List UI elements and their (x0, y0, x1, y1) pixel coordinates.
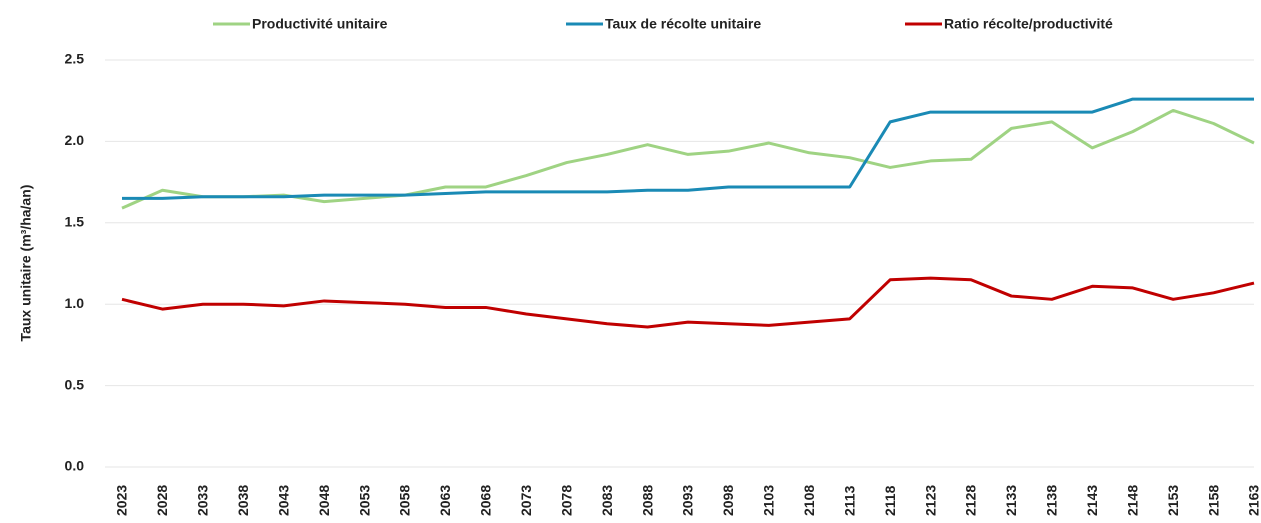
x-tick-label: 2118 (882, 485, 898, 516)
x-tick-label: 2038 (235, 485, 251, 516)
x-tick-label: 2083 (599, 485, 615, 516)
series-line (122, 97, 1254, 200)
series-line (121, 108, 1255, 210)
y-tick-label: 1.0 (65, 295, 85, 311)
x-tick-label: 2148 (1124, 485, 1140, 516)
x-tick-label: 2103 (761, 485, 777, 516)
x-tick-label: 2153 (1165, 485, 1181, 516)
x-tick-label: 2138 (1044, 485, 1060, 516)
y-tick-label: 0.5 (65, 376, 85, 392)
x-tick-label: 2053 (356, 485, 372, 516)
x-tick-label: 2108 (801, 485, 817, 516)
x-tick-label: 2143 (1084, 485, 1100, 516)
legend-label: Taux de récolte unitaire (605, 16, 761, 32)
x-tick-label: 2033 (195, 485, 211, 516)
x-tick-label: 2113 (841, 485, 857, 516)
x-tick-label: 2078 (558, 485, 574, 516)
series-line (121, 276, 1255, 329)
x-tick-label: 2098 (720, 485, 736, 516)
x-tick-label: 2063 (437, 485, 453, 516)
x-tick-label: 2068 (478, 485, 494, 516)
x-tick-label: 2028 (154, 485, 170, 516)
x-tick-label: 2088 (639, 485, 655, 516)
x-tick-label: 2048 (316, 485, 332, 516)
legend-label: Productivité unitaire (252, 16, 388, 32)
y-axis-label: Taux unitaire (m³/ha/an) (18, 185, 34, 342)
x-tick-label: 2128 (963, 485, 979, 516)
x-tick-label: 2043 (275, 485, 291, 516)
y-tick-label: 2.0 (65, 132, 85, 148)
x-tick-label: 2123 (922, 485, 938, 516)
y-tick-label: 0.0 (65, 458, 85, 474)
x-tick-label: 2163 (1246, 485, 1261, 516)
legend-label: Ratio récolte/productivité (944, 16, 1113, 32)
x-tick-label: 2093 (680, 485, 696, 516)
y-tick-label: 2.5 (65, 51, 85, 67)
y-tick-label: 1.5 (65, 214, 85, 230)
x-tick-label: 2073 (518, 485, 534, 516)
x-tick-label: 2058 (397, 485, 413, 516)
x-tick-label: 2158 (1205, 485, 1221, 516)
x-tick-label: 2023 (114, 485, 130, 516)
x-tick-label: 2133 (1003, 485, 1019, 516)
